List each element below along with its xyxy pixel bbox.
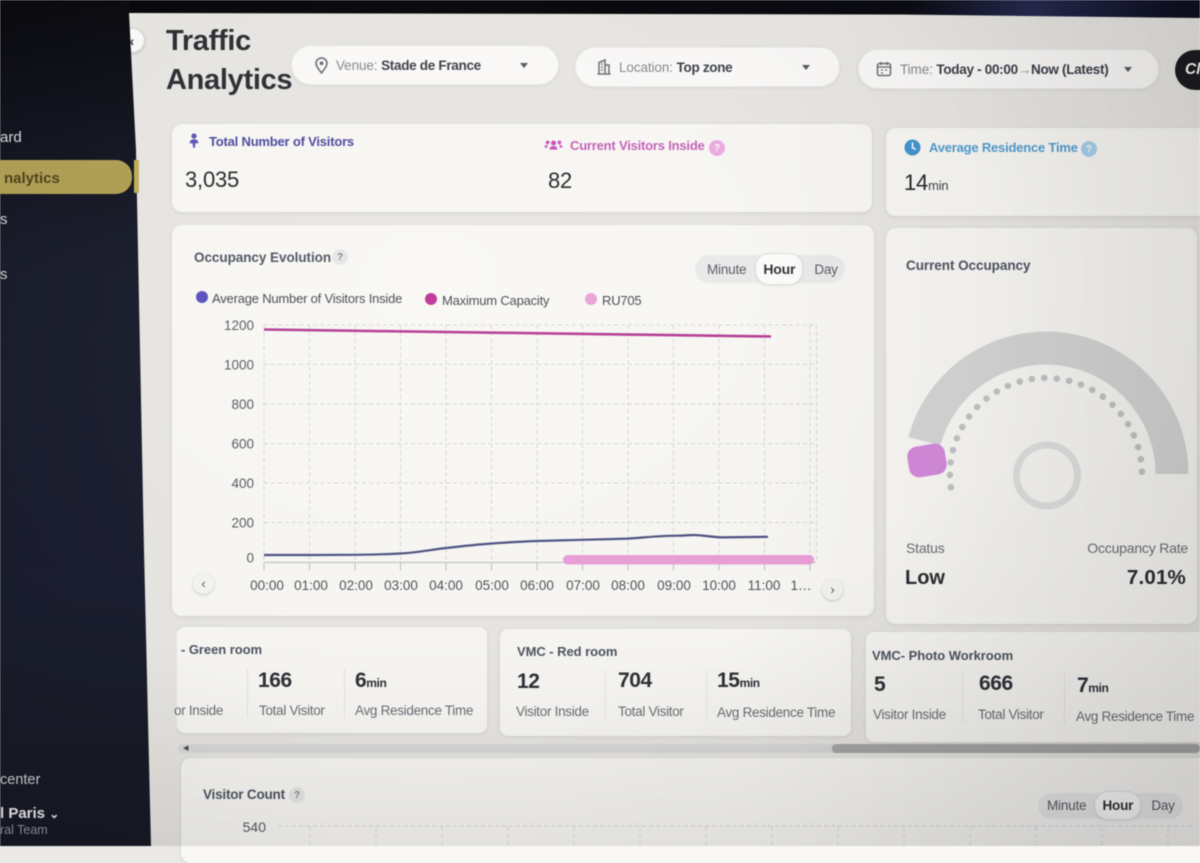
svg-text:0: 0 xyxy=(246,551,254,566)
svg-text:10:00: 10:00 xyxy=(702,578,736,593)
svg-text:01:00: 01:00 xyxy=(294,578,328,593)
svg-text:05:00: 05:00 xyxy=(475,578,509,593)
svg-text:800: 800 xyxy=(231,397,254,412)
svg-text:600: 600 xyxy=(231,437,254,452)
svg-text:02:00: 02:00 xyxy=(339,578,373,593)
svg-text:06:00: 06:00 xyxy=(520,578,554,593)
svg-text:1200: 1200 xyxy=(224,318,254,333)
svg-text:1000: 1000 xyxy=(224,358,254,373)
svg-text:1…: 1… xyxy=(790,578,811,593)
svg-text:400: 400 xyxy=(231,476,254,491)
svg-text:04:00: 04:00 xyxy=(429,578,463,593)
svg-text:11:00: 11:00 xyxy=(748,578,781,593)
svg-text:08:00: 08:00 xyxy=(611,578,645,593)
svg-text:03:00: 03:00 xyxy=(384,578,418,593)
svg-text:200: 200 xyxy=(231,516,254,531)
svg-text:07:00: 07:00 xyxy=(566,578,600,593)
svg-text:00:00: 00:00 xyxy=(250,578,284,593)
svg-text:09:00: 09:00 xyxy=(657,578,691,593)
